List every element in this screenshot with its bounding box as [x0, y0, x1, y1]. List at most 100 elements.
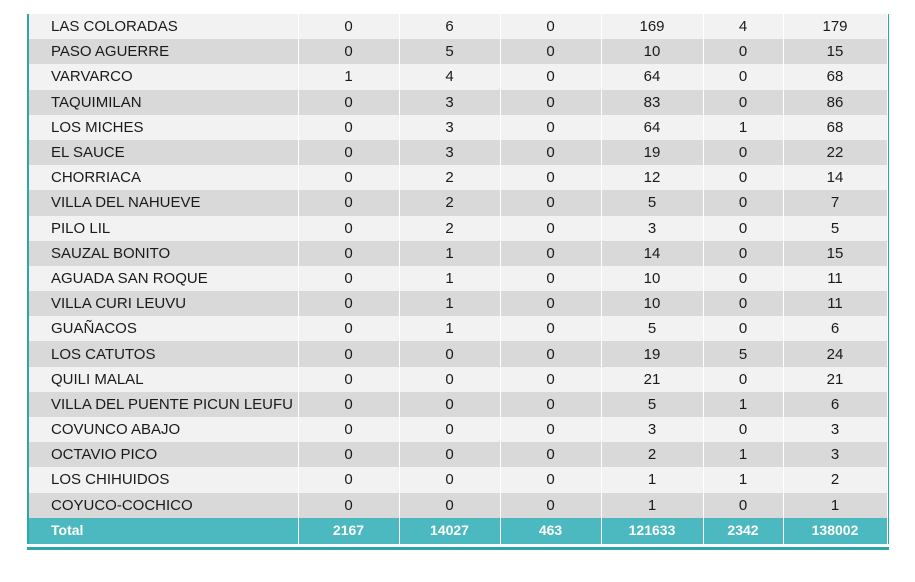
- locality-name-cell: AGUADA SAN ROQUE: [29, 265, 299, 292]
- value-cell: 5: [601, 190, 704, 216]
- value-cell: 6: [399, 14, 501, 40]
- value-cell: 5: [601, 316, 704, 342]
- value-cell: 0: [703, 39, 784, 65]
- value-cell: 0: [703, 215, 784, 241]
- value-cell: 0: [500, 165, 602, 191]
- value-cell: 0: [703, 64, 784, 90]
- value-cell: 11: [783, 291, 888, 317]
- value-cell: 0: [500, 341, 602, 367]
- table-row: EL SAUCE 0 3 0 19 0 22: [29, 139, 888, 166]
- value-cell: 68: [783, 64, 888, 90]
- value-cell: 68: [783, 114, 888, 140]
- value-cell: 0: [298, 240, 400, 266]
- table-row: VILLA CURI LEUVU 0 1 0 10 0 11: [29, 291, 888, 317]
- value-cell: 0: [399, 492, 501, 518]
- value-cell: 0: [298, 391, 400, 417]
- locality-name-cell: SAUZAL BONITO: [29, 240, 299, 266]
- locality-name-cell: LAS COLORADAS: [29, 14, 299, 40]
- value-cell: 0: [500, 417, 602, 443]
- table-row: GUAÑACOS 0 1 0 5 0 6: [29, 316, 888, 342]
- value-cell: 0: [500, 265, 602, 292]
- table-row: VILLA DEL NAHUEVE 0 2 0 5 0 7: [29, 190, 888, 216]
- value-cell: 0: [703, 366, 784, 392]
- table-row: LOS CHIHUIDOS 0 0 0 1 1 2: [29, 467, 888, 493]
- value-cell: 1: [399, 291, 501, 317]
- value-cell: 0: [500, 442, 602, 468]
- value-cell: 0: [298, 39, 400, 65]
- table-bottom-border: [27, 547, 889, 550]
- value-cell: 0: [298, 366, 400, 392]
- table-row: LOS CATUTOS 0 0 0 19 5 24: [29, 341, 888, 367]
- value-cell: 0: [500, 139, 602, 166]
- value-cell: 11: [783, 265, 888, 292]
- value-cell: 0: [399, 442, 501, 468]
- value-cell: 0: [703, 291, 784, 317]
- value-cell: 10: [601, 291, 704, 317]
- value-cell: 24: [783, 341, 888, 367]
- value-cell: 19: [601, 341, 704, 367]
- value-cell: 21: [783, 366, 888, 392]
- value-cell: 0: [500, 64, 602, 90]
- value-cell: 6: [783, 316, 888, 342]
- locality-name-cell: OCTAVIO PICO: [29, 442, 299, 468]
- value-cell: 5: [601, 391, 704, 417]
- value-cell: 3: [399, 89, 501, 115]
- value-cell: 179: [783, 14, 888, 40]
- value-cell: 0: [298, 341, 400, 367]
- locality-name-cell: VILLA DEL PUENTE PICUN LEUFU: [29, 391, 299, 417]
- value-cell: 0: [500, 291, 602, 317]
- value-cell: 0: [298, 139, 400, 166]
- value-cell: 21: [601, 366, 704, 392]
- total-cell: 121633: [601, 517, 704, 544]
- value-cell: 0: [399, 341, 501, 367]
- value-cell: 0: [703, 240, 784, 266]
- value-cell: 0: [399, 366, 501, 392]
- locality-name-cell: PILO LIL: [29, 215, 299, 241]
- value-cell: 3: [783, 417, 888, 443]
- total-cell: 2342: [703, 517, 784, 544]
- value-cell: 2: [601, 442, 704, 468]
- locality-name-cell: EL SAUCE: [29, 139, 299, 166]
- table-row: CHORRIACA 0 2 0 12 0 14: [29, 165, 888, 191]
- value-cell: 0: [703, 89, 784, 115]
- value-cell: 1: [399, 265, 501, 292]
- locality-name-cell: QUILI MALAL: [29, 366, 299, 392]
- locality-name-cell: COVUNCO ABAJO: [29, 417, 299, 443]
- table-row: OCTAVIO PICO 0 0 0 2 1 3: [29, 442, 888, 468]
- table-body: LAS COLORADAS 0 6 0 169 4 179 PASO AGUERRE 0 5 0 10…: [29, 14, 888, 518]
- total-label: Total: [29, 517, 299, 544]
- value-cell: 0: [703, 165, 784, 191]
- value-cell: 169: [601, 14, 704, 40]
- value-cell: 0: [298, 291, 400, 317]
- value-cell: 0: [298, 492, 400, 518]
- value-cell: 0: [500, 39, 602, 65]
- table-row: LOS MICHES 0 3 0 64 1 68: [29, 114, 888, 140]
- value-cell: 10: [601, 39, 704, 65]
- table-row: TAQUIMILAN 0 3 0 83 0 86: [29, 89, 888, 115]
- value-cell: 83: [601, 89, 704, 115]
- value-cell: 4: [703, 14, 784, 40]
- value-cell: 1: [399, 240, 501, 266]
- value-cell: 3: [399, 139, 501, 166]
- table-row: COYUCO-COCHICO 0 0 0 1 0 1: [29, 492, 888, 518]
- value-cell: 64: [601, 114, 704, 140]
- value-cell: 10: [601, 265, 704, 292]
- value-cell: 0: [298, 89, 400, 115]
- value-cell: 6: [783, 391, 888, 417]
- value-cell: 0: [298, 265, 400, 292]
- value-cell: 86: [783, 89, 888, 115]
- value-cell: 22: [783, 139, 888, 166]
- value-cell: 2: [399, 165, 501, 191]
- value-cell: 5: [703, 341, 784, 367]
- value-cell: 0: [500, 240, 602, 266]
- value-cell: 0: [298, 417, 400, 443]
- value-cell: 64: [601, 64, 704, 90]
- value-cell: 1: [399, 316, 501, 342]
- value-cell: 1: [783, 492, 888, 518]
- value-cell: 0: [399, 467, 501, 493]
- value-cell: 0: [500, 467, 602, 493]
- value-cell: 3: [601, 215, 704, 241]
- value-cell: 0: [298, 316, 400, 342]
- locality-table: LAS COLORADAS 0 6 0 169 4 179 PASO AGUERRE 0 5 0 10…: [29, 14, 888, 544]
- locality-name-cell: VILLA CURI LEUVU: [29, 291, 299, 317]
